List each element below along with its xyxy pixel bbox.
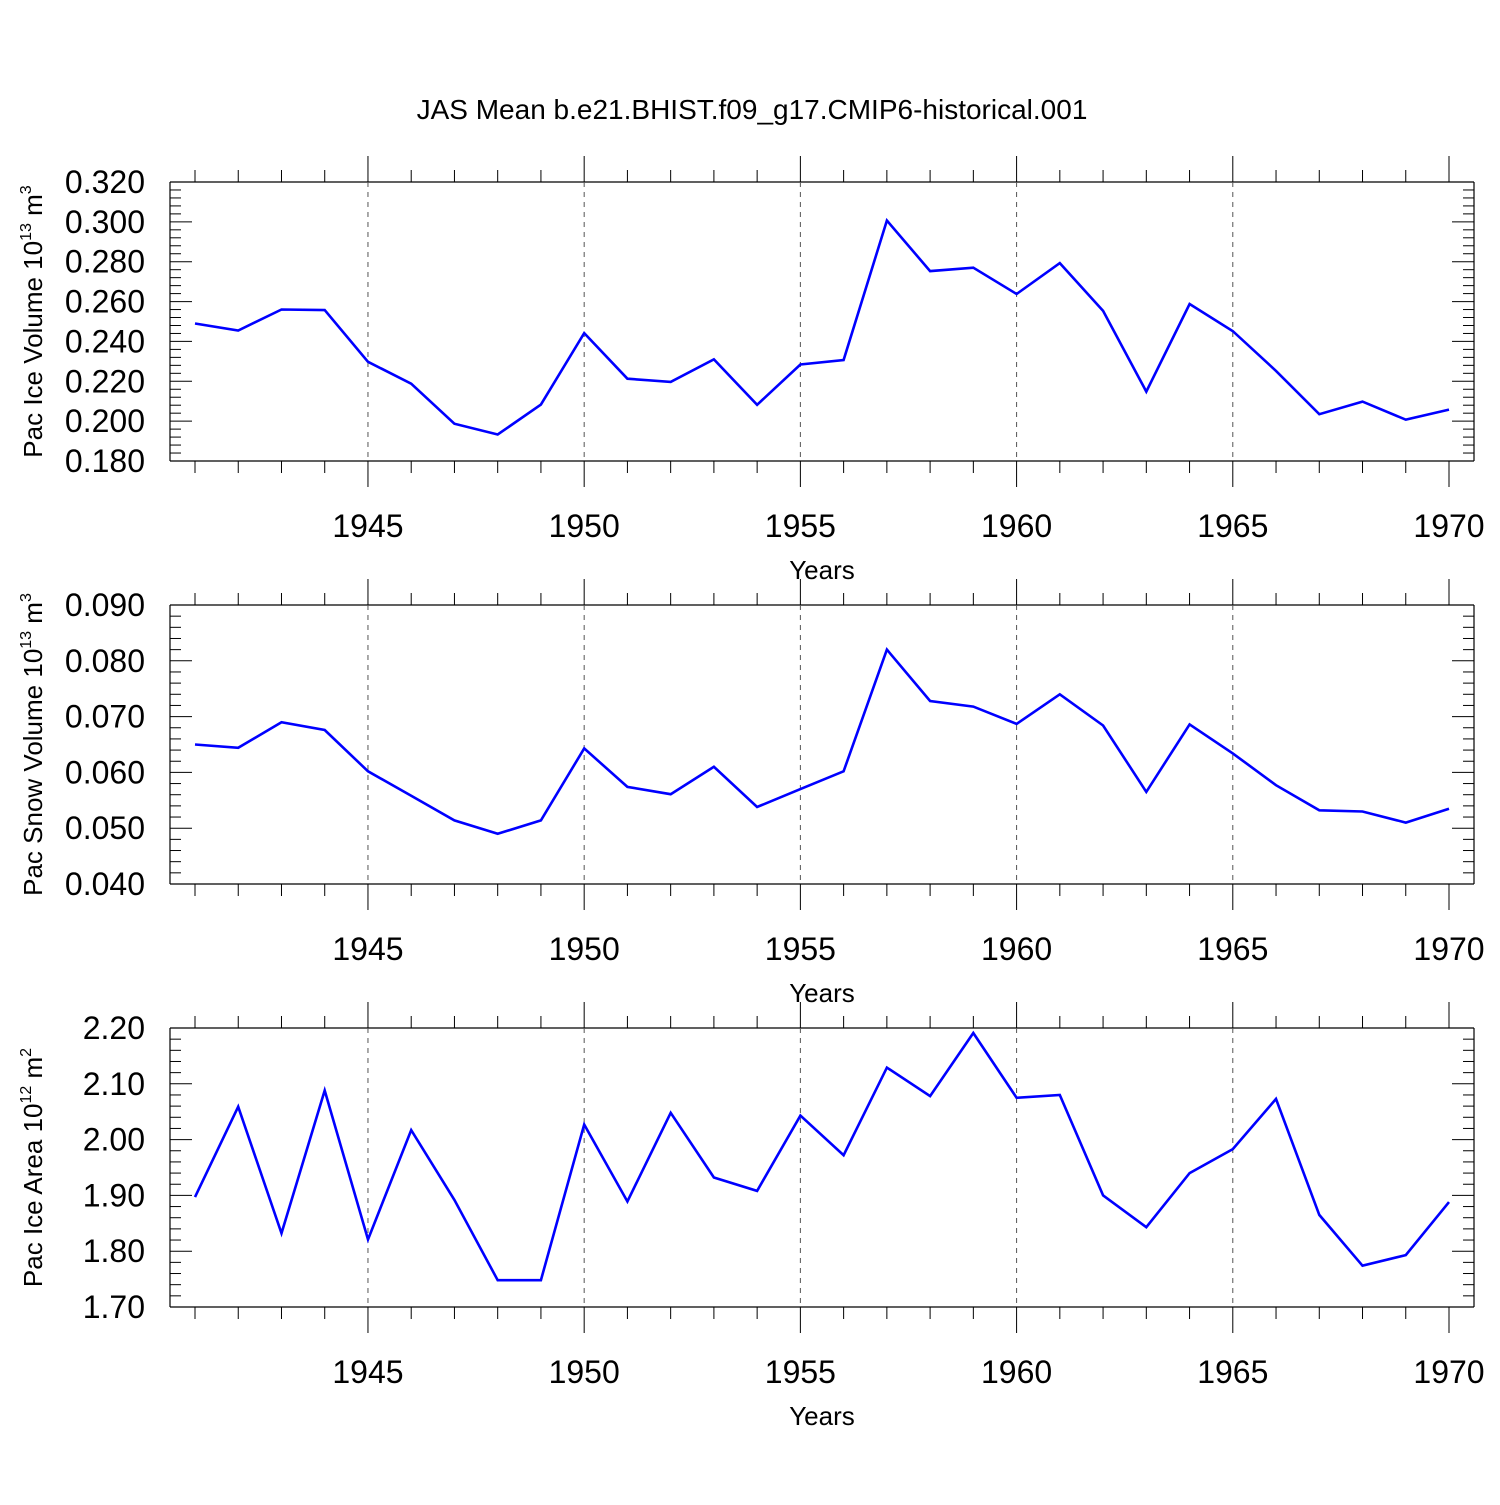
x-tick-label: 1965: [1197, 508, 1268, 544]
y-tick-label: 0.080: [65, 643, 145, 679]
y-tick-label: 0.320: [65, 164, 145, 200]
x-tick-label: 1965: [1197, 931, 1268, 967]
y-tick-label: 2.20: [83, 1010, 145, 1046]
x-tick-label: 1950: [549, 931, 620, 967]
x-tick-label: 1945: [332, 931, 403, 967]
x-tick-label: 1970: [1413, 508, 1484, 544]
y-tick-label: 2.00: [83, 1122, 145, 1158]
y-tick-label: 0.090: [65, 587, 145, 623]
series-line-snow-volume: [194, 647, 1450, 836]
y-tick-label: 1.90: [83, 1177, 145, 1213]
x-tick-label: 1945: [332, 508, 403, 544]
x-tick-label: 1960: [981, 931, 1052, 967]
y-axis-label: Pac Ice Volume 1013 m3: [18, 185, 48, 458]
y-tick-label: 0.240: [65, 323, 145, 359]
x-tick-label: 1960: [981, 508, 1052, 544]
y-tick-label: 0.070: [65, 699, 145, 735]
y-tick-label: 1.70: [83, 1289, 145, 1325]
y-tick-label: 0.200: [65, 403, 145, 439]
x-tick-label: 1970: [1413, 1354, 1484, 1390]
y-axis-label: Pac Snow Volume 1013 m3: [18, 593, 48, 896]
series-line-ice-volume: [194, 217, 1450, 436]
y-tick-label: 2.10: [83, 1066, 145, 1102]
y-tick-label: 0.050: [65, 810, 145, 846]
y-tick-label: 0.040: [65, 866, 145, 902]
x-axis-label: Years: [789, 978, 855, 1008]
x-tick-label: 1955: [765, 508, 836, 544]
y-tick-label: 0.060: [65, 754, 145, 790]
x-tick-label: 1955: [765, 931, 836, 967]
x-tick-label: 1950: [549, 1354, 620, 1390]
panel-ice-volume: 1945 1950 1955 1960 1965 1970 0.180 0.200 0.220 0…: [18, 156, 1485, 585]
y-tick-label: 0.220: [65, 363, 145, 399]
x-tick-label: 1965: [1197, 1354, 1268, 1390]
panel-ice-area: 1945 1950 1955 1960 1965 1970 1.70 1.80 1.90 2.00…: [18, 1002, 1485, 1431]
series-line-ice-area: [193, 1030, 1451, 1282]
x-tick-label: 1960: [981, 1354, 1052, 1390]
panel-snow-volume: 1945 1950 1955 1960 1965 1970 0.040 0.050 0.060 0…: [18, 579, 1485, 1008]
x-tick-label: 1950: [549, 508, 620, 544]
x-axis-label: Years: [789, 1401, 855, 1431]
x-axis-label: Years: [789, 555, 855, 585]
y-tick-label: 0.280: [65, 244, 145, 280]
y-axis-label: Pac Ice Area 1012 m2: [18, 1048, 48, 1287]
y-tick-label: 1.80: [83, 1233, 145, 1269]
x-tick-label: 1970: [1413, 931, 1484, 967]
y-tick-label: 0.300: [65, 204, 145, 240]
y-tick-label: 0.260: [65, 284, 145, 320]
x-tick-label: 1945: [332, 1354, 403, 1390]
chart-title: JAS Mean b.e21.BHIST.f09_g17.CMIP6-histo…: [417, 94, 1088, 125]
x-tick-label: 1955: [765, 1354, 836, 1390]
y-tick-label: 0.180: [65, 443, 145, 479]
